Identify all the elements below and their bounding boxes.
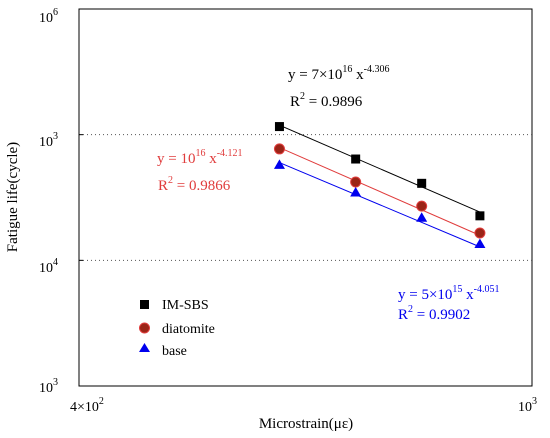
point-diatomite-0	[273, 143, 285, 155]
legend-marker-im-sbs	[140, 300, 149, 309]
point-base-0	[273, 159, 285, 169]
equation-diatomite-r2: R2 = 0.9866	[158, 175, 231, 194]
plot-frame	[78, 8, 533, 387]
point-diatomite-1	[350, 176, 362, 188]
point-base-1	[350, 186, 362, 197]
fit-line-diatomite	[279, 147, 481, 236]
point-base-3	[474, 238, 486, 249]
y-tick-label-lower: 104	[39, 257, 58, 276]
y-tick-label-top: 106	[39, 7, 58, 26]
x-tick-label-right: 103	[518, 396, 537, 415]
fit-line-base	[279, 162, 481, 248]
point-im-sbs-2	[417, 178, 427, 188]
y-tick-label-upper: 103	[39, 131, 58, 150]
legend-marker-base	[139, 343, 150, 352]
legend-marker-diatomite	[139, 322, 150, 334]
point-diatomite-3	[474, 227, 486, 239]
grid	[79, 134, 532, 261]
legend-label-base: base	[162, 344, 187, 359]
point-diatomite-2	[416, 200, 428, 212]
point-im-sbs-0	[274, 122, 284, 132]
equation-base-r2: R2 = 0.9902	[398, 304, 470, 323]
legend: IM-SBS diatomite base	[139, 298, 215, 359]
point-im-sbs-3	[475, 211, 485, 221]
equation-diatomite: y = 1016 x-4.121 R2 = 0.9866	[157, 148, 243, 194]
legend-label-im-sbs: IM-SBS	[162, 298, 209, 313]
axis-ticks	[79, 8, 83, 387]
equation-base-formula: y = 5×1015 x-4.051	[398, 284, 500, 303]
data-points	[273, 122, 486, 249]
x-axis-label: Microstrain(με)	[259, 416, 353, 432]
point-im-sbs-1	[351, 154, 361, 164]
y-tick-label-bottom: 103	[39, 377, 58, 396]
x-tick-label-left: 4×102	[70, 396, 104, 415]
equation-diatomite-formula: y = 1016 x-4.121	[157, 148, 243, 167]
y-axis-label: Fatigue life(cycle)	[5, 142, 21, 252]
equation-im-sbs: y = 7×1016 x-4.306 R2 = 0.9896	[288, 64, 390, 110]
equation-im-sbs-formula: y = 7×1016 x-4.306	[288, 64, 390, 83]
point-base-2	[416, 212, 428, 222]
fit-line-im-sbs	[279, 124, 481, 213]
legend-label-diatomite: diatomite	[162, 322, 215, 337]
fit-lines	[279, 124, 481, 248]
equation-base: y = 5×1015 x-4.051 R2 = 0.9902	[398, 284, 500, 323]
equation-im-sbs-r2: R2 = 0.9896	[290, 91, 363, 110]
